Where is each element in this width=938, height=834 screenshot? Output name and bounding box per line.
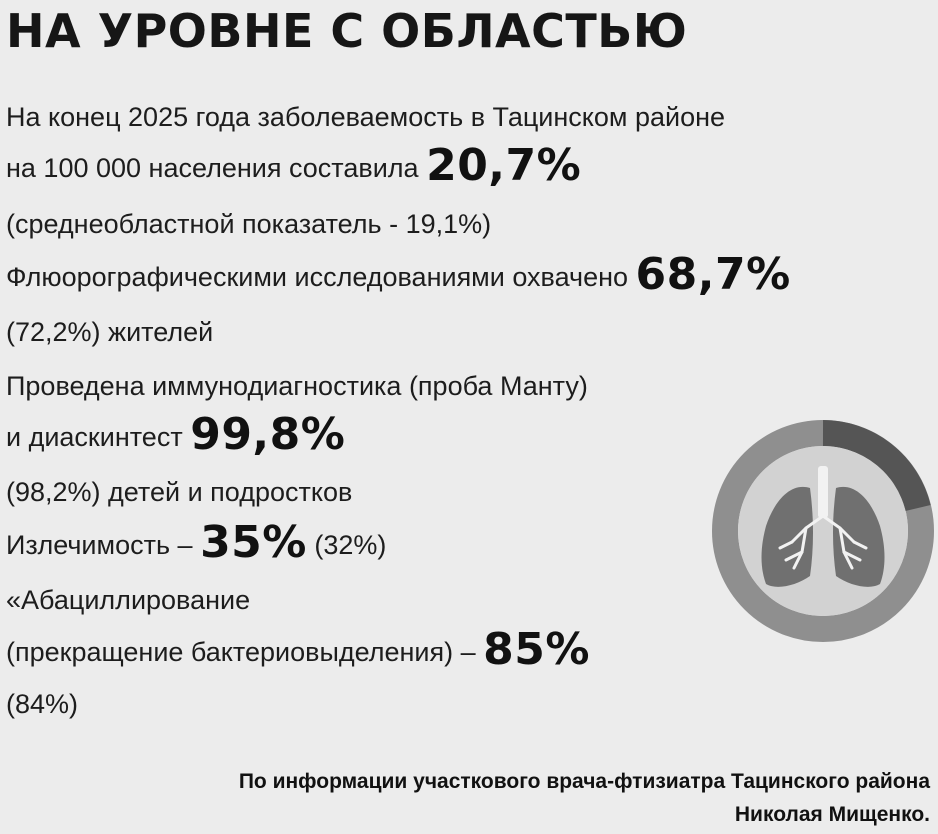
abac-line-2: (прекращение бактериовыделения) – 85%	[6, 628, 590, 672]
abac-value: 85%	[483, 624, 590, 675]
right-lung	[833, 486, 885, 587]
cure-value: 35%	[200, 517, 307, 568]
incidence-text: на 100 000 населения составила	[6, 153, 419, 183]
immuno-prev: (98,2%) детей и подростков	[6, 477, 353, 507]
incidence-line-2: на 100 000 населения составила 20,7%	[6, 144, 581, 188]
ring-dark-segment	[822, 420, 931, 512]
fluoro-prev: (72,2%) жителей	[6, 317, 214, 347]
cure-text: Излечимость –	[6, 530, 193, 560]
source-line-1: По информации участкового врача-фтизиатр…	[238, 770, 930, 793]
immuno-line-1: Проведена иммунодиагностика (проба Манту…	[6, 371, 588, 401]
trachea	[818, 466, 828, 518]
fluoro-value: 68,7%	[635, 249, 791, 300]
abac-text: (прекращение бактериовыделения) –	[6, 637, 476, 667]
page-title: НА УРОВНЕ С ОБЛАСТЬЮ	[6, 4, 688, 58]
cure-prev: (32%)	[314, 530, 387, 560]
immuno-value: 99,8%	[190, 409, 346, 460]
fluoro-text: Флюорографическими исследованиями охваче…	[6, 262, 629, 292]
lungs-icon	[712, 420, 934, 642]
abac-prev: (84%)	[6, 689, 79, 719]
bronchi	[778, 514, 868, 570]
immuno-text: и диаскинтест	[6, 422, 183, 452]
cure-line: Излечимость – 35% (32%)	[6, 521, 387, 565]
fluoro-line: Флюорографическими исследованиями охваче…	[6, 253, 791, 297]
immuno-line-2: и диаскинтест 99,8%	[6, 413, 345, 457]
source-line-2: Николая Мищенко.	[734, 803, 930, 826]
abac-line-1: «Абациллирование	[6, 585, 251, 615]
incidence-line-1: На конец 2025 года заболеваемость в Таци…	[6, 102, 726, 132]
incidence-regional: (среднеобластной показатель - 19,1%)	[6, 209, 492, 239]
left-lung	[761, 486, 813, 587]
incidence-value: 20,7%	[426, 140, 582, 191]
